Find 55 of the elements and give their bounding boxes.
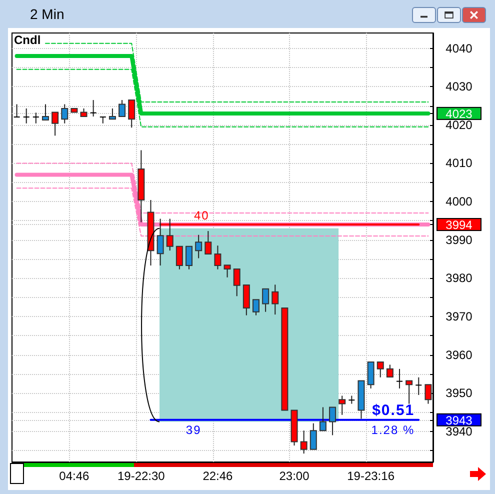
x-tick-label: 04:46 [59, 469, 90, 483]
y-tick-label: 4030 [446, 80, 473, 94]
candlestick [338, 395, 346, 416]
y-tick-label: 3950 [446, 386, 473, 400]
candlestick [118, 100, 126, 117]
chart-title: 2 Min [30, 6, 64, 22]
candlestick [61, 104, 68, 124]
candlestick [329, 406, 336, 436]
candlestick [204, 230, 212, 255]
candlestick [42, 104, 49, 120]
candlestick [233, 268, 240, 297]
candlestick [367, 362, 374, 389]
candlestick [108, 108, 116, 120]
x-tick-label: 19-23:16 [347, 469, 395, 483]
chart-subtitle: Cndl [14, 33, 41, 47]
candlestick [186, 246, 193, 270]
candlestick [262, 288, 270, 312]
x-tick-label: 22:46 [202, 469, 234, 483]
candlestick [23, 108, 30, 124]
candlestick [396, 368, 403, 389]
candlestick [424, 384, 432, 404]
y-tick-label: 4000 [446, 194, 473, 209]
candlestick [416, 376, 422, 396]
candlestick [310, 422, 317, 450]
candlestick [195, 234, 202, 259]
y-tick-label: 4010 [446, 156, 473, 170]
annotation: 40 [194, 208, 210, 223]
annotation: 39 [186, 422, 202, 437]
candlestick [242, 284, 250, 316]
candlestick [52, 112, 59, 136]
candlestick [176, 246, 183, 270]
annotation: 1.28 % [371, 422, 415, 437]
candlestick [252, 299, 260, 316]
y-tick-label: 3980 [446, 271, 473, 286]
candlestick [156, 218, 164, 266]
y-tick-label: 3994 [446, 218, 473, 232]
y-tick-label: 4040 [446, 41, 473, 56]
y-tick-label: 3970 [446, 309, 473, 324]
candlestick [272, 284, 279, 316]
y-tick-label: 3990 [446, 232, 473, 247]
candlestick [348, 395, 355, 404]
x-tick-label: 23:00 [279, 469, 310, 483]
candlestick [406, 380, 413, 404]
candlestick [386, 364, 394, 378]
candlestick [224, 264, 231, 278]
candlestick [90, 100, 96, 117]
candlestick [32, 112, 39, 124]
candlestick [300, 430, 308, 454]
candlestick [214, 245, 222, 270]
candlestick [128, 100, 136, 128]
annotation: $0.51 [372, 402, 415, 419]
y-tick-label: 3960 [446, 348, 473, 362]
x-tick-label: 19-22:30 [117, 469, 166, 483]
candlestick [376, 362, 384, 378]
candlestick [319, 406, 326, 432]
